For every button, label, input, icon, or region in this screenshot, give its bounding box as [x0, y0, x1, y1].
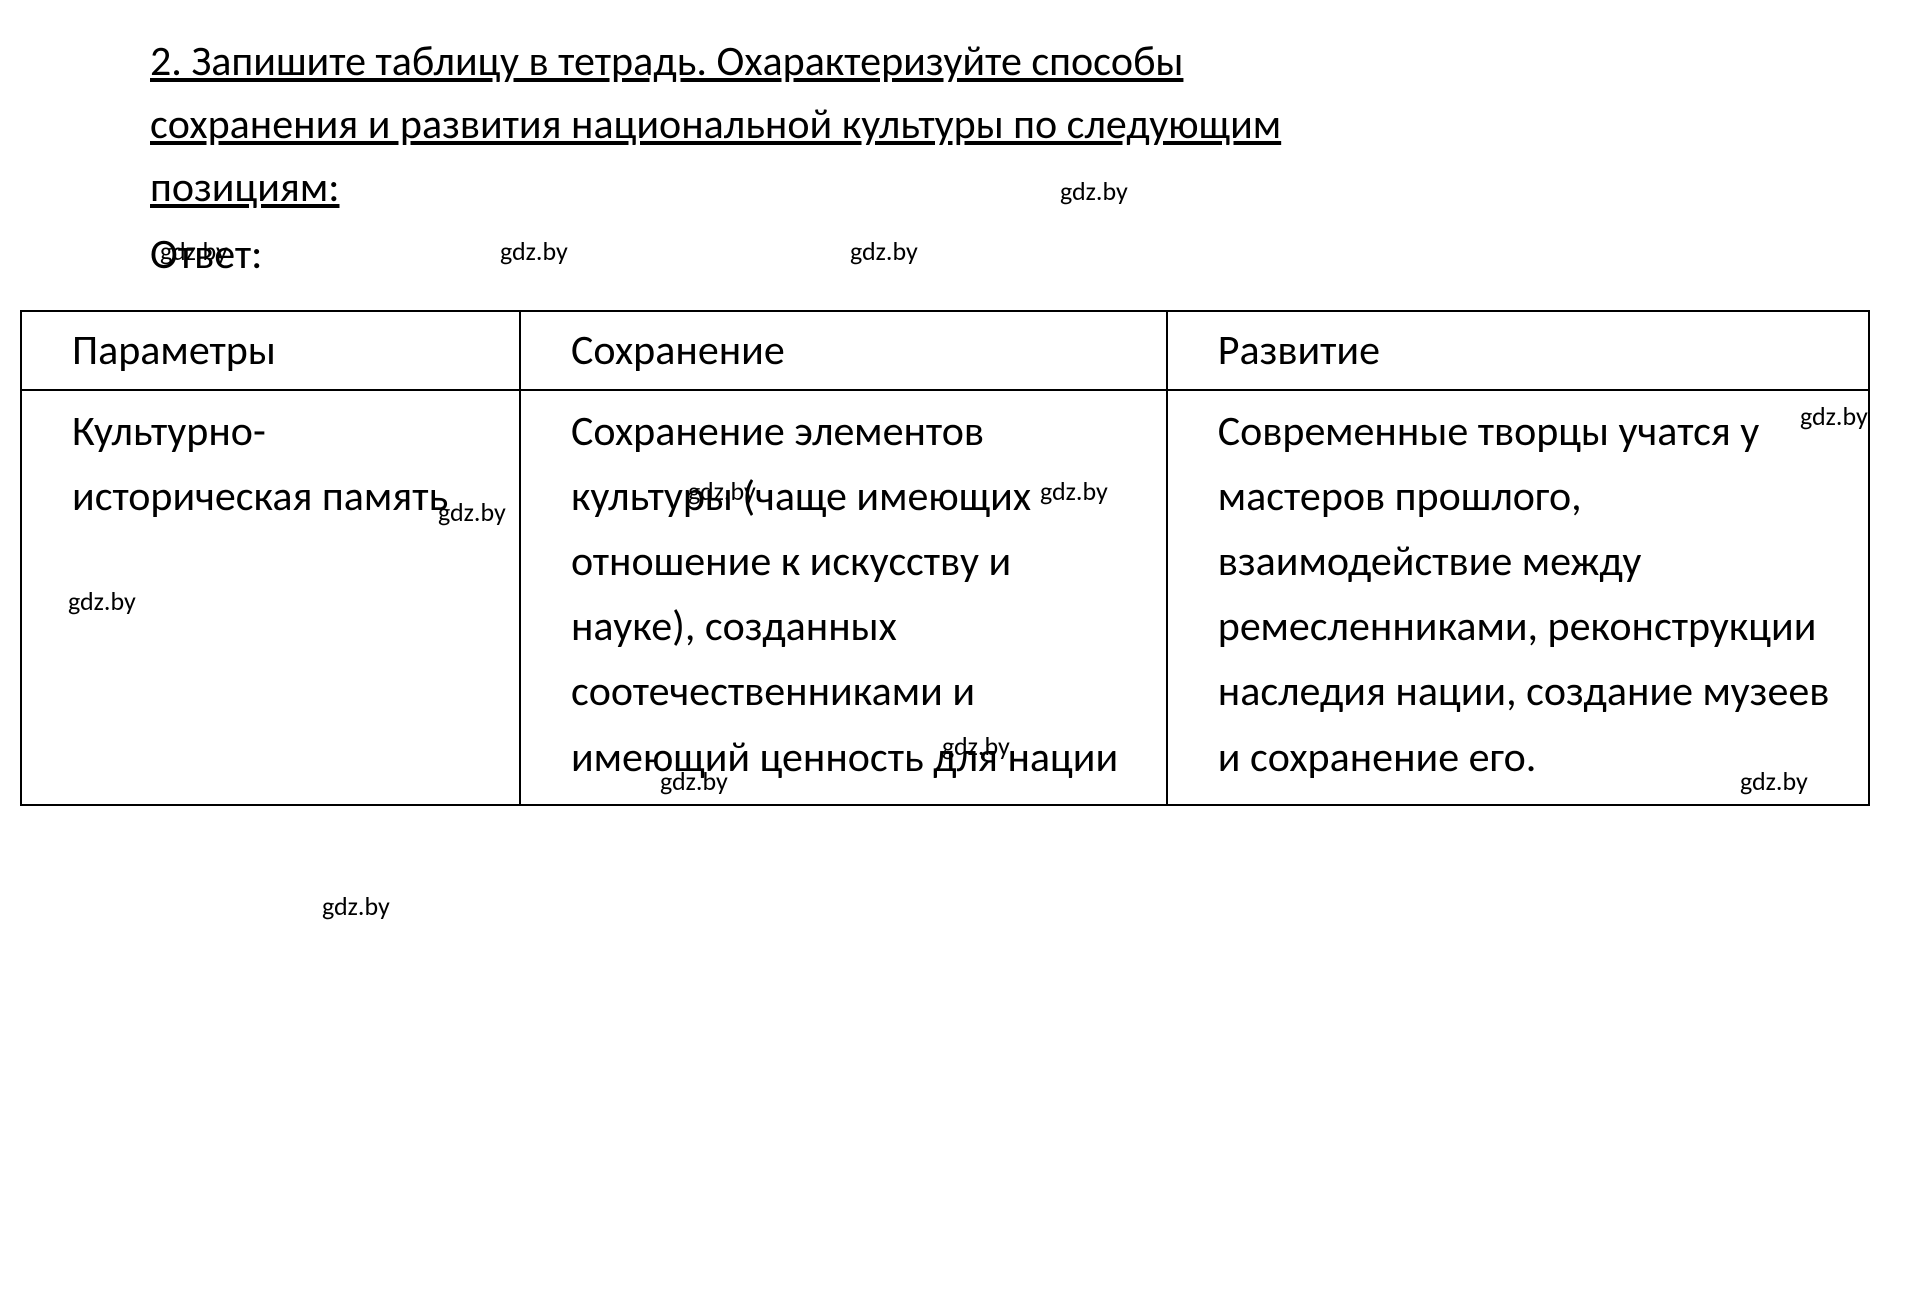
header-cell-parameters: Параметры — [21, 311, 520, 390]
cell-development: Современные творцы учатся у мастеров про… — [1167, 390, 1869, 805]
document-content: 2. Запишите таблицу в тетрадь. Охарактер… — [20, 30, 1870, 806]
heading-line-2: сохранения и развития национальной культ… — [150, 99, 1281, 150]
heading-line-1: 2. Запишите таблицу в тетрадь. Охарактер… — [150, 36, 1183, 87]
cell-preservation: Сохранение элементов культуры (чаще имею… — [520, 390, 1167, 805]
table-header-row: Параметры Сохранение Развитие — [21, 311, 1869, 390]
cell-parameter: Культурно-историческая память — [21, 390, 520, 805]
table-row: Культурно-историческая память Сохранение… — [21, 390, 1869, 805]
heading-line-3: позициям: — [150, 162, 339, 213]
header-cell-preservation: Сохранение — [520, 311, 1167, 390]
characteristics-table: Параметры Сохранение Развитие Культурно-… — [20, 310, 1870, 806]
task-heading: 2. Запишите таблицу в тетрадь. Охарактер… — [150, 30, 1740, 219]
watermark-text: gdz.by — [322, 890, 390, 922]
answer-label: Ответ: — [150, 229, 1870, 280]
header-cell-development: Развитие — [1167, 311, 1869, 390]
